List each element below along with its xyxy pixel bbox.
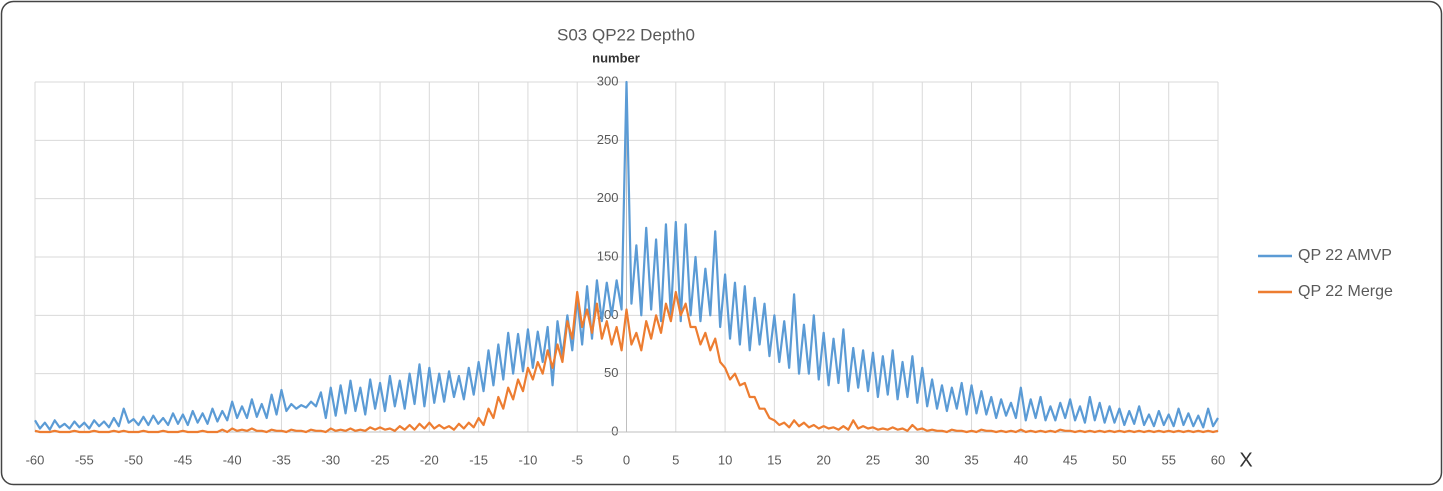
x-tick-label: 10 <box>718 452 732 467</box>
x-tick-label: 55 <box>1161 452 1175 467</box>
x-tick-label: -30 <box>321 452 340 467</box>
x-tick-label: 35 <box>964 452 978 467</box>
x-tick-label: 40 <box>1014 452 1028 467</box>
x-tick-label: -55 <box>75 452 94 467</box>
y-tick-label: 250 <box>597 132 619 147</box>
y-tick-label: 300 <box>597 73 619 88</box>
x-axis-label: X <box>1239 449 1252 471</box>
x-tick-label: 15 <box>767 452 781 467</box>
x-tick-label: -45 <box>173 452 192 467</box>
x-tick-label: -60 <box>26 452 45 467</box>
legend-label: QP 22 AMVP <box>1298 247 1392 264</box>
x-tick-label: -35 <box>272 452 291 467</box>
y-tick-label: 50 <box>604 365 618 380</box>
data-line <box>34 80 1219 431</box>
x-tick-label: 30 <box>915 452 929 467</box>
legend-label: QP 22 Merge <box>1298 283 1393 300</box>
x-tick-label: -50 <box>124 452 143 467</box>
data-line <box>34 290 1219 434</box>
x-tick-label: 5 <box>672 452 679 467</box>
x-tick-label: -10 <box>519 452 538 467</box>
x-tick-label: 45 <box>1063 452 1077 467</box>
y-tick-label: 0 <box>611 423 618 438</box>
x-tick-label: 0 <box>623 452 630 467</box>
y-axis-label: number <box>592 50 640 65</box>
x-tick-label: -20 <box>420 452 439 467</box>
chart-title: S03 QP22 Depth0 <box>557 25 695 44</box>
y-tick-label: 150 <box>597 248 619 263</box>
x-tick-label: -40 <box>223 452 242 467</box>
x-tick-label: 60 <box>1211 452 1225 467</box>
x-tick-label: 50 <box>1112 452 1126 467</box>
x-tick-label: -25 <box>371 452 390 467</box>
x-tick-label: -15 <box>469 452 488 467</box>
x-tick-label: -5 <box>571 452 583 467</box>
x-tick-label: 20 <box>816 452 830 467</box>
x-tick-label: 25 <box>866 452 880 467</box>
y-tick-label: 200 <box>597 190 619 205</box>
